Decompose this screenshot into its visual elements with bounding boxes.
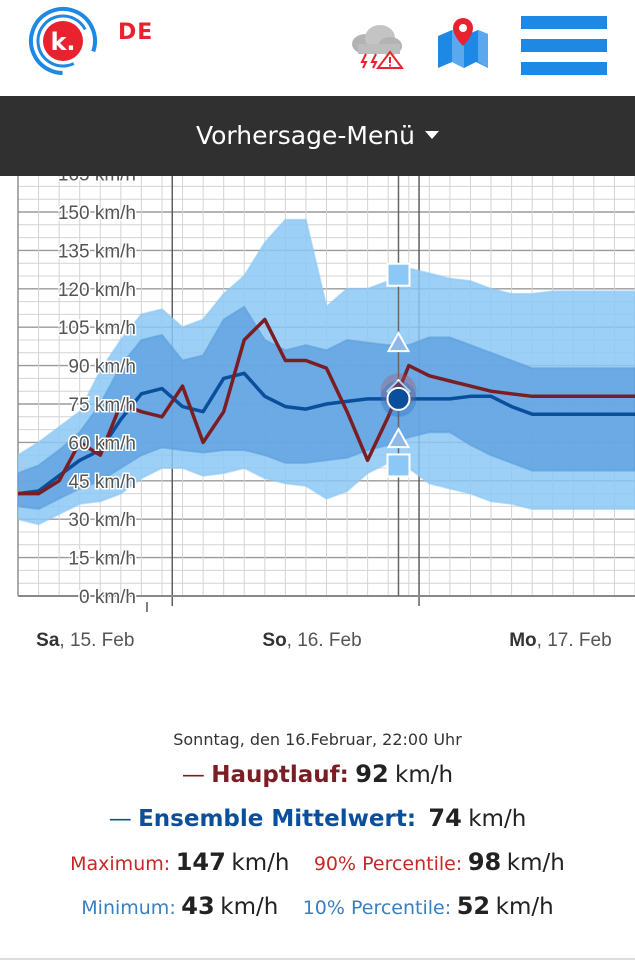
hauptlauf-label: Hauptlauf [211,762,340,788]
p90-value: 98 [467,848,502,876]
maximum-value: 147 [175,848,226,876]
hauptlauf-unit: km/h [395,762,454,788]
minimum-label: Minimum: [81,897,176,919]
x-axis-labels: Sa, 15. Feb So, 16. Feb Mo, 17. Feb [36,602,612,651]
y-tick-label: 135 km/h [58,241,136,262]
min-p10-row: Minimum: 43 km/h 10% Percentile: 52 km/h [0,884,635,928]
y-tick-label: 120 km/h [58,280,136,301]
country-code[interactable]: DE [118,20,154,45]
p90-marker [386,331,411,353]
y-tick-label: 15 km/h [68,549,136,570]
kachelmann-logo-icon[interactable]: k. [28,6,98,76]
forecast-menu-label: Vorhersage-Menü [195,121,416,150]
ensemble-unit: km/h [468,806,527,832]
ensemble-marker [386,386,411,411]
caret-down-icon [425,131,440,139]
y-tick-label: 75 km/h [68,395,136,416]
wind-gust-chart[interactable]: 0 km/h 15 km/h 30 km/h 45 km/h 60 km/h 75 km/… [0,176,635,656]
y-tick-label: 60 km/h [68,433,136,454]
y-tick-label: 150 km/h [58,203,136,224]
y-tick-label: 45 km/h [68,472,136,493]
day-label: So, 16. Feb [262,630,361,651]
ensemble-value: 74 [428,804,462,832]
p90-unit: km/h [506,850,565,876]
main-run-line [18,317,635,496]
y-tick-label: 30 km/h [68,510,136,531]
ensemble-mean-line [18,371,635,496]
minimum-value: 43 [181,892,215,920]
p10-value: 52 [456,892,491,920]
ensemble-row: — Ensemble Mittelwert: 74 km/h [108,804,527,832]
ensemble-legend-dash: — [108,806,132,832]
minimum-unit: km/h [220,894,279,920]
map-location-icon[interactable] [434,14,492,70]
selected-point-markers[interactable] [380,176,417,596]
p10-unit: km/h [495,894,554,920]
top-bar: k. DE [0,0,635,96]
y-tick-label: 105 km/h [58,318,136,339]
chart-lines [18,317,635,496]
bottom-divider [0,958,635,960]
p10-label: 10% Percentile: [302,897,452,919]
forecast-menu-dropdown[interactable]: Vorhersage-Menü [0,96,635,176]
y-tick-label: 165 km/h [58,176,136,186]
hauptlauf-value: 92 [355,760,389,788]
info-panel: Sonntag, den 16.Februar, 22:00 Uhr — Hau… [0,728,635,928]
y-tick-label: 0 km/h [79,587,136,608]
thunderstorm-warning-icon[interactable] [346,22,408,70]
max-marker [386,262,411,287]
day-label: Mo, 17. Feb [509,630,611,651]
max-p90-row: Maximum: 147 km/h 90% Percentile: 98 km/… [0,840,635,884]
hamburger-menu-icon[interactable] [521,16,607,76]
p90-label: 90% Percentile: [313,853,463,875]
percentile-band [18,305,635,511]
hauptlauf-legend-dash: — [181,762,205,788]
maximum-label: Maximum: [70,853,171,875]
y-axis-labels: 0 km/h 15 km/h 30 km/h 45 km/h 60 km/h 75 km/… [56,176,137,610]
y-tick-label: 90 km/h [68,357,136,378]
ensemble-label: Ensemble Mittelwert [138,806,407,832]
logo-letter: k. [50,28,75,56]
min-marker [386,453,411,478]
selected-datetime: Sonntag, den 16.Februar, 22:00 Uhr [173,730,462,749]
maximum-unit: km/h [231,850,290,876]
hauptlauf-row: — Hauptlauf: 92 km/h [181,760,454,788]
day-label: Sa, 15. Feb [36,630,134,651]
p10-marker [386,427,411,449]
